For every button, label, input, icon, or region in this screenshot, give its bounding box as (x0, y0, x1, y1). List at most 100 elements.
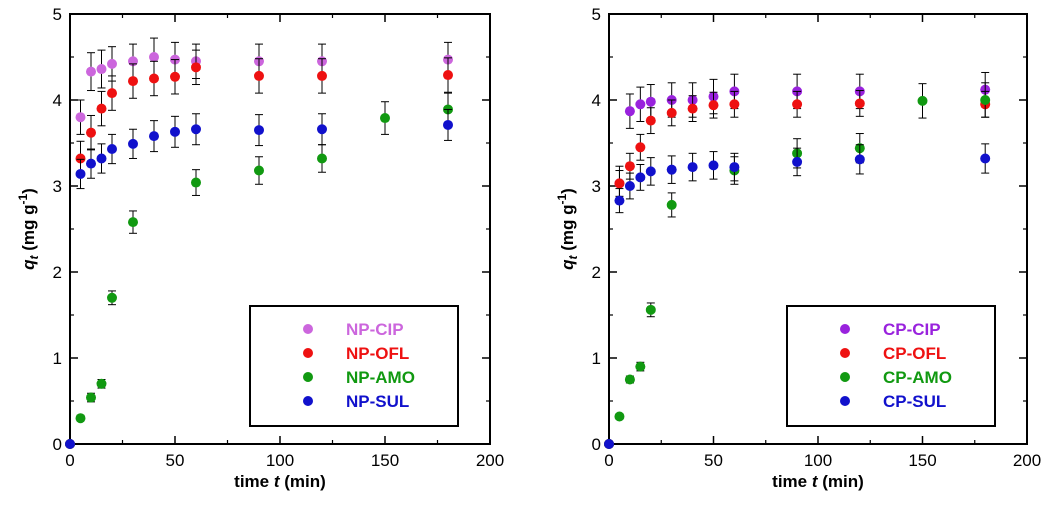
y-tick-label: 5 (53, 5, 62, 24)
legend-box (249, 305, 459, 427)
data-point (380, 113, 390, 124)
data-point (128, 217, 138, 228)
x-axis-label: time t (min) (772, 472, 864, 491)
data-point (128, 138, 138, 149)
x-tick-label: 50 (704, 451, 723, 470)
data-point (854, 154, 865, 165)
data-point (443, 119, 453, 130)
data-point (635, 361, 646, 372)
data-point (980, 153, 991, 164)
legend-label: CP-OFL (883, 344, 946, 363)
x-tick-label: 150 (908, 451, 936, 470)
data-point (624, 374, 635, 385)
x-tick-label: 100 (266, 451, 294, 470)
data-point (128, 76, 138, 87)
data-point (149, 73, 159, 84)
legend-marker (840, 396, 850, 406)
data-point (149, 52, 159, 62)
legend-marker (840, 372, 850, 382)
legend-label: NP-CIP (346, 320, 404, 339)
x-tick-label: 50 (166, 451, 185, 470)
data-point (107, 144, 117, 155)
data-point (317, 70, 327, 81)
data-point (854, 98, 865, 109)
y-tick-label: 1 (592, 349, 601, 368)
data-point (687, 162, 698, 173)
data-point (317, 153, 327, 164)
data-point (75, 413, 86, 424)
data-point (792, 156, 803, 167)
data-point (687, 103, 698, 114)
x-tick-label: 0 (65, 451, 74, 470)
legend-label: NP-OFL (346, 344, 409, 363)
legend-label: CP-AMO (883, 368, 952, 387)
data-point (635, 172, 646, 183)
data-point (254, 165, 264, 176)
data-point (708, 160, 719, 171)
data-point (614, 411, 625, 422)
legend-label: NP-SUL (346, 392, 409, 411)
data-point (107, 58, 117, 69)
y-tick-label: 3 (53, 177, 62, 196)
y-tick-label: 2 (592, 263, 601, 282)
y-tick-label: 4 (53, 91, 62, 110)
data-point (65, 439, 75, 449)
data-point (624, 181, 635, 191)
legend-label: CP-CIP (883, 320, 941, 339)
data-point (191, 177, 201, 188)
data-point (86, 127, 96, 138)
data-point (792, 99, 803, 110)
data-point (645, 115, 656, 126)
data-point (96, 378, 107, 389)
data-point (666, 107, 677, 118)
y-tick-label: 3 (592, 177, 601, 196)
data-point (624, 106, 635, 117)
data-point (86, 66, 96, 77)
data-point (96, 103, 107, 114)
data-point (107, 88, 117, 99)
data-point (645, 96, 656, 107)
data-point (729, 99, 740, 110)
y-axis-label: qt (mg g-1) (555, 188, 580, 270)
data-point (254, 70, 264, 81)
y-tick-label: 1 (53, 349, 62, 368)
y-tick-label: 4 (592, 91, 601, 110)
data-point (317, 124, 327, 135)
data-point (635, 99, 646, 110)
legend-marker (840, 324, 850, 334)
data-point (170, 71, 180, 82)
y-tick-label: 0 (53, 435, 62, 454)
data-point (170, 126, 180, 137)
data-point (191, 62, 201, 73)
legend-marker (303, 324, 313, 334)
x-tick-label: 200 (1013, 451, 1041, 470)
data-point (980, 95, 991, 105)
x-tick-label: 150 (371, 451, 399, 470)
data-point (191, 124, 201, 135)
series-cp-sul (604, 143, 991, 449)
data-point (107, 292, 117, 303)
data-point (614, 195, 625, 206)
data-point (604, 439, 614, 449)
data-point (75, 153, 86, 164)
x-axis-label: time t (min) (234, 472, 326, 491)
legend-box (786, 305, 996, 427)
data-point (917, 95, 928, 106)
y-tick-label: 0 (592, 435, 601, 454)
x-tick-label: 100 (804, 451, 832, 470)
y-tick-label: 2 (53, 263, 62, 282)
data-point (645, 304, 656, 315)
data-point (149, 131, 159, 142)
chart-panel-2: 0 50 100 150 200 0 1 2 3 4 5 time t (min) qt (mg g-1… (555, 5, 1041, 491)
data-point (708, 100, 719, 111)
series-np-sul (65, 108, 453, 449)
data-point (645, 166, 656, 177)
y-axis-label: qt (mg g-1) (16, 188, 41, 270)
chart-panel-1: 0 50 100 150 200 0 1 2 3 4 5 time t (min) qt (mg g-1… (16, 5, 504, 491)
legend-marker (303, 372, 313, 382)
data-point (666, 199, 677, 210)
legend-marker (303, 348, 313, 358)
data-point (86, 158, 96, 169)
legend-label: CP-SUL (883, 392, 946, 411)
